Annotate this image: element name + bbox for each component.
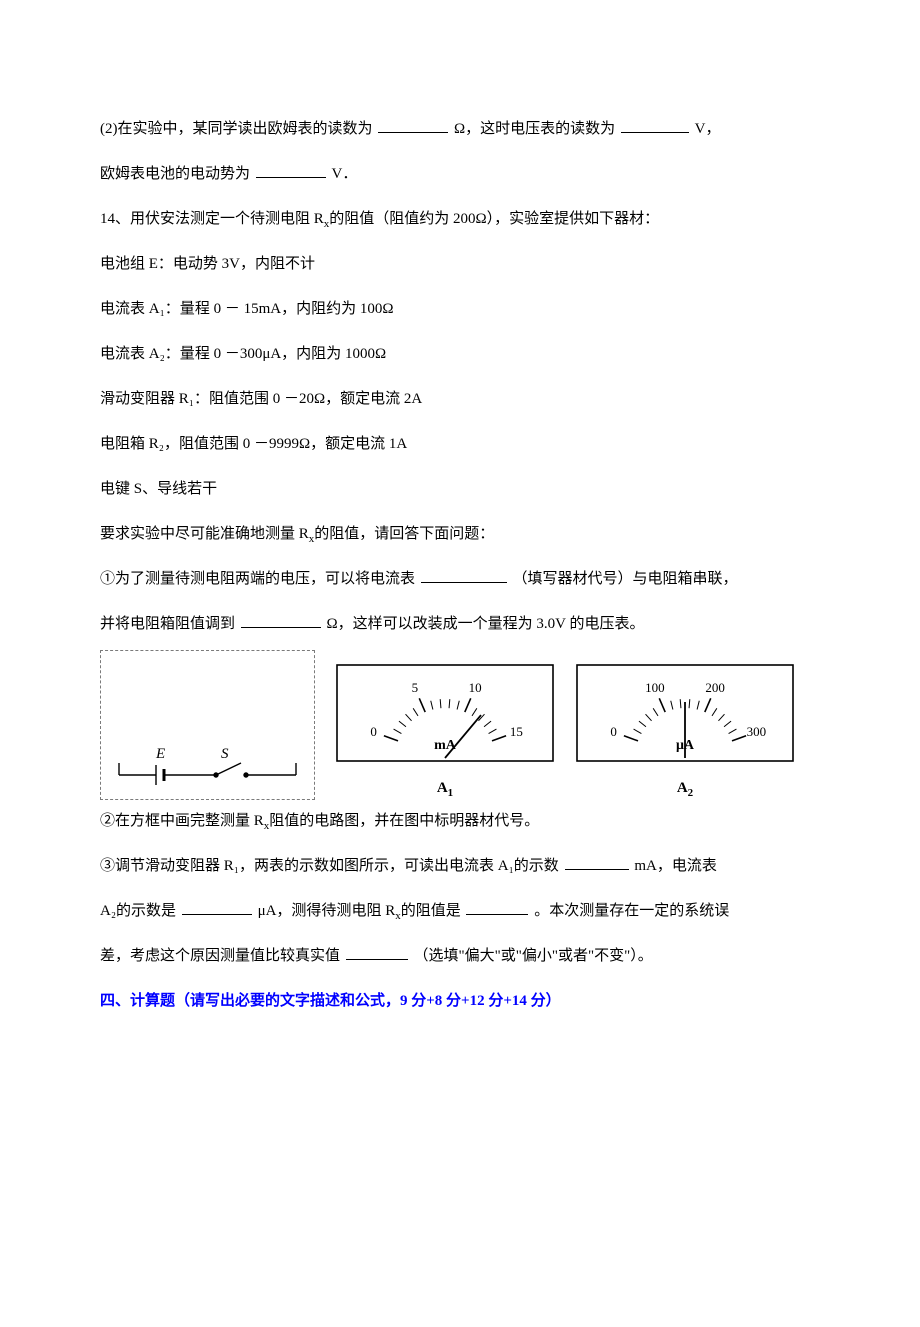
blank-A2-reading[interactable] xyxy=(182,898,252,916)
q14-sub3-l3: 差，考虑这个原因测量值比较真实值 （选填"偏大"或"偏小"或者"不变"）。 xyxy=(100,937,820,976)
meter-A1: 0 5 10 15 mA A1 xyxy=(335,663,555,800)
blank-volt-reading[interactable] xyxy=(621,116,689,134)
svg-text:5: 5 xyxy=(412,680,419,695)
q14-sub3-l1: ③调节滑动变阻器 R₁，两表的示数如图所示，可读出电流表 A₁的示数 mA，电流… xyxy=(100,847,820,886)
q14-sub1-l2: 并将电阻箱阻值调到 Ω，这样可以改装成一个量程为 3.0V 的电压表。 xyxy=(100,605,820,644)
q14-item-2: 电流表 A₂：量程 0 －300μA，内阻为 1000Ω xyxy=(100,335,820,374)
svg-text:200: 200 xyxy=(705,680,725,695)
meter-A1-svg: 0 5 10 15 mA xyxy=(335,663,555,781)
q14-req: 要求实验中尽可能准确地测量 Rx的阻值，请回答下面问题： xyxy=(100,515,820,554)
blank-ammeter-choice[interactable] xyxy=(421,566,507,584)
blank-A1-reading[interactable] xyxy=(565,853,629,871)
q13-2-line2: 欧姆表电池的电动势为 V． xyxy=(100,155,820,194)
q14-s3b-u: μA，测得待测电阻 R xyxy=(258,903,396,919)
section-4-heading: 四、计算题（请写出必要的文字描述和公式，9 分+8 分+12 分+14 分） xyxy=(100,982,820,1021)
q14-s3a: ③调节滑动变阻器 R₁，两表的示数如图所示，可读出电流表 A₁的示数 xyxy=(100,858,559,874)
blank-ohm[interactable] xyxy=(378,116,448,134)
q14-intro-a: 14、用伏安法测定一个待测电阻 R xyxy=(100,211,324,227)
q14-sub3-l2: A₂的示数是 μA，测得待测电阻 Rx的阻值是 。本次测量存在一定的系统误 xyxy=(100,892,820,931)
q14-intro-b: 的阻值（阻值约为 200Ω），实验室提供如下器材： xyxy=(329,211,659,227)
q14-s1d: Ω，这样可以改装成一个量程为 3.0V 的电压表。 xyxy=(327,616,645,632)
q14-sub2: ②在方框中画完整测量 Rx阻值的电路图，并在图中标明器材代号。 xyxy=(100,802,820,841)
q14-sub1-l1: ①为了测量待测电阻两端的电压，可以将电流表 （填写器材代号）与电阻箱串联， xyxy=(100,560,820,599)
circuit-svg: E S xyxy=(101,733,316,793)
q14-intro: 14、用伏安法测定一个待测电阻 Rx的阻值（阻值约为 200Ω），实验室提供如下… xyxy=(100,200,820,239)
meter-A1-unit: mA xyxy=(434,738,457,753)
q14-req-b: 的阻值，请回答下面问题： xyxy=(314,526,494,542)
svg-text:15: 15 xyxy=(510,724,523,739)
q14-req-a: 要求实验中尽可能准确地测量 R xyxy=(100,526,309,542)
q14-s1c: 并将电阻箱阻值调到 xyxy=(100,616,235,632)
meter-A2-unit: μA xyxy=(676,738,695,753)
q13-2-u3: V． xyxy=(332,166,358,182)
meter-A2: 0 100 200 300 μA A2 xyxy=(575,663,795,800)
q14-s1b: （填写器材代号）与电阻箱串联， xyxy=(513,571,738,587)
q14-s1a: ①为了测量待测电阻两端的电压，可以将电流表 xyxy=(100,571,415,587)
blank-bias[interactable] xyxy=(346,943,408,961)
svg-text:10: 10 xyxy=(469,680,482,695)
circuit-draw-box[interactable]: E S xyxy=(100,650,315,800)
q14-s3b-t: 的阻值是 xyxy=(401,903,461,919)
q14-item-4: 电阻箱 R₂，阻值范围 0 －9999Ω，额定电流 1A xyxy=(100,425,820,464)
svg-text:0: 0 xyxy=(370,724,377,739)
q14-s3b: A₂的示数是 xyxy=(100,903,176,919)
meter-A2-label: A2 xyxy=(575,779,795,800)
q14-s3a-u: mA，电流表 xyxy=(634,858,717,874)
q14-s3d-t: （选填"偏大"或"偏小"或者"不变"）。 xyxy=(414,948,653,964)
q13-2-prefix: (2)在实验中，某同学读出欧姆表的读数为 xyxy=(100,121,373,137)
q14-s2a: ②在方框中画完整测量 R xyxy=(100,813,264,829)
q13-2-l2p: 欧姆表电池的电动势为 xyxy=(100,166,250,182)
figures-row: E S 0 5 10 15 mA A1 0 100 200 300 μA A2 xyxy=(100,650,820,800)
q14-item-0: 电池组 E：电动势 3V，内阻不计 xyxy=(100,245,820,284)
blank-Rx-value[interactable] xyxy=(466,898,528,916)
svg-text:0: 0 xyxy=(610,724,617,739)
circuit-E-label: E xyxy=(155,746,165,762)
q14-item-3: 滑动变阻器 R₁：阻值范围 0 －20Ω，额定电流 2A xyxy=(100,380,820,419)
svg-text:100: 100 xyxy=(645,680,665,695)
q14-s2b: 阻值的电路图，并在图中标明器材代号。 xyxy=(269,813,539,829)
svg-text:300: 300 xyxy=(747,724,767,739)
q14-s3c: 。本次测量存在一定的系统误 xyxy=(534,903,729,919)
q14-item-5: 电键 S、导线若干 xyxy=(100,470,820,509)
q14-s3d: 差，考虑这个原因测量值比较真实值 xyxy=(100,948,340,964)
meter-A1-label: A1 xyxy=(335,779,555,800)
blank-rbox-value[interactable] xyxy=(241,611,321,629)
q13-2-u1: Ω，这时电压表的读数为 xyxy=(454,121,615,137)
circuit-S-label: S xyxy=(221,746,229,762)
q14-item-1: 电流表 A₁：量程 0 － 15mA，内阻约为 100Ω xyxy=(100,290,820,329)
q13-2-u2: V， xyxy=(695,121,721,137)
blank-emf[interactable] xyxy=(256,161,326,179)
q13-2-line1: (2)在实验中，某同学读出欧姆表的读数为 Ω，这时电压表的读数为 V， xyxy=(100,110,820,149)
meter-A2-svg: 0 100 200 300 μA xyxy=(575,663,795,781)
